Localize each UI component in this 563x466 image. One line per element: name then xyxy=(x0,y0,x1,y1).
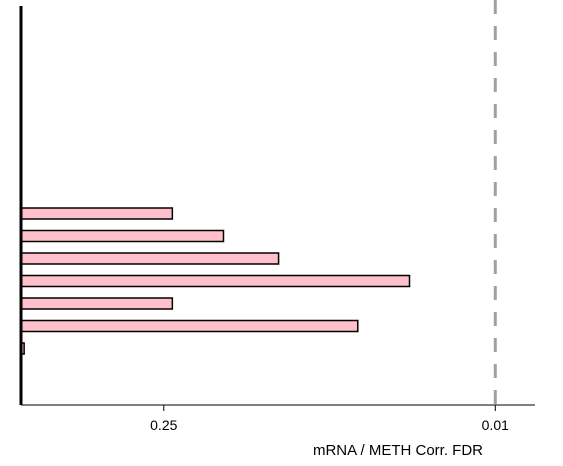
bar-3 xyxy=(20,252,280,265)
x-axis-label: mRNA / METH Corr. FDR xyxy=(313,442,483,459)
x-tick-label-1: 0.25 xyxy=(150,417,177,433)
x-tick-group: 0.25 0.01 xyxy=(150,405,509,433)
bar-5 xyxy=(20,297,174,310)
bar-6 xyxy=(20,319,359,333)
bar-4 xyxy=(20,274,411,288)
bar-group xyxy=(20,207,411,355)
x-tick-label-2: 0.01 xyxy=(482,417,509,433)
bar-1 xyxy=(20,207,174,220)
bar-2 xyxy=(20,229,225,243)
